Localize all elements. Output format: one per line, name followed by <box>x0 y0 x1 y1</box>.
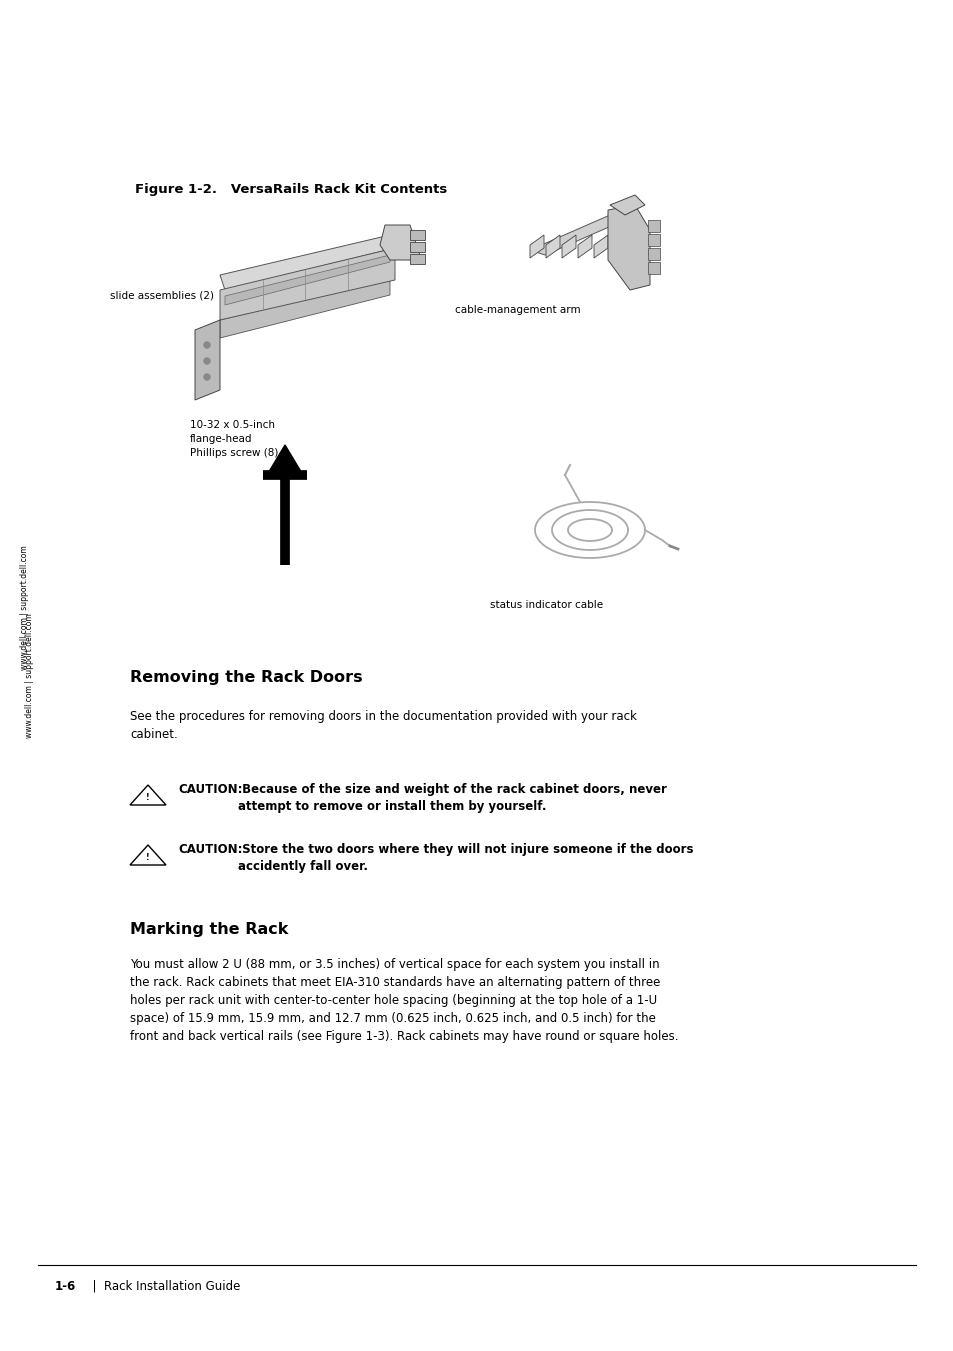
Text: www.dell.com | support.dell.com: www.dell.com | support.dell.com <box>26 613 34 738</box>
Polygon shape <box>594 235 607 258</box>
Text: CAUTION:: CAUTION: <box>178 843 242 857</box>
Text: See the procedures for removing doors in the documentation provided with your ra: See the procedures for removing doors in… <box>130 711 637 740</box>
Text: slide assemblies (2): slide assemblies (2) <box>110 290 213 300</box>
Circle shape <box>204 374 210 380</box>
Polygon shape <box>225 255 390 305</box>
Polygon shape <box>410 230 424 240</box>
Text: status indicator cable: status indicator cable <box>490 600 602 611</box>
Polygon shape <box>561 235 576 258</box>
Text: 10-32 x 0.5-inch
flange-head
Phillips screw (8): 10-32 x 0.5-inch flange-head Phillips sc… <box>190 420 278 458</box>
Polygon shape <box>194 320 220 400</box>
Polygon shape <box>220 235 395 290</box>
Polygon shape <box>647 234 659 246</box>
Polygon shape <box>220 249 395 320</box>
Text: Figure 1-2.   VersaRails Rack Kit Contents: Figure 1-2. VersaRails Rack Kit Contents <box>135 182 447 196</box>
Polygon shape <box>530 235 543 258</box>
Text: |  Rack Installation Guide: | Rack Installation Guide <box>85 1279 240 1293</box>
Polygon shape <box>220 278 390 338</box>
Text: Store the two doors where they will not injure someone if the doors
accidently f: Store the two doors where they will not … <box>237 843 693 873</box>
Text: You must allow 2 U (88 mm, or 3.5 inches) of vertical space for each system you : You must allow 2 U (88 mm, or 3.5 inches… <box>130 958 678 1043</box>
Text: Because of the size and weight of the rack cabinet doors, never
attempt to remov: Because of the size and weight of the ra… <box>237 784 666 813</box>
Text: CAUTION:: CAUTION: <box>178 784 242 796</box>
Circle shape <box>204 358 210 363</box>
Polygon shape <box>609 195 644 215</box>
Text: Marking the Rack: Marking the Rack <box>130 921 288 938</box>
Polygon shape <box>410 242 424 253</box>
Text: 1-6: 1-6 <box>55 1279 76 1293</box>
Text: !: ! <box>146 793 150 802</box>
Text: !: ! <box>146 852 150 862</box>
Polygon shape <box>647 220 659 232</box>
Polygon shape <box>530 215 624 255</box>
Polygon shape <box>267 444 303 476</box>
Text: Removing the Rack Doors: Removing the Rack Doors <box>130 670 362 685</box>
Polygon shape <box>545 235 559 258</box>
Polygon shape <box>607 205 649 290</box>
Polygon shape <box>647 249 659 259</box>
Circle shape <box>204 342 210 349</box>
Polygon shape <box>647 262 659 274</box>
Text: cable-management arm: cable-management arm <box>455 305 580 315</box>
Polygon shape <box>578 235 592 258</box>
Polygon shape <box>410 254 424 263</box>
Text: www.dell.com | support.dell.com: www.dell.com | support.dell.com <box>20 546 30 670</box>
Polygon shape <box>379 226 419 259</box>
